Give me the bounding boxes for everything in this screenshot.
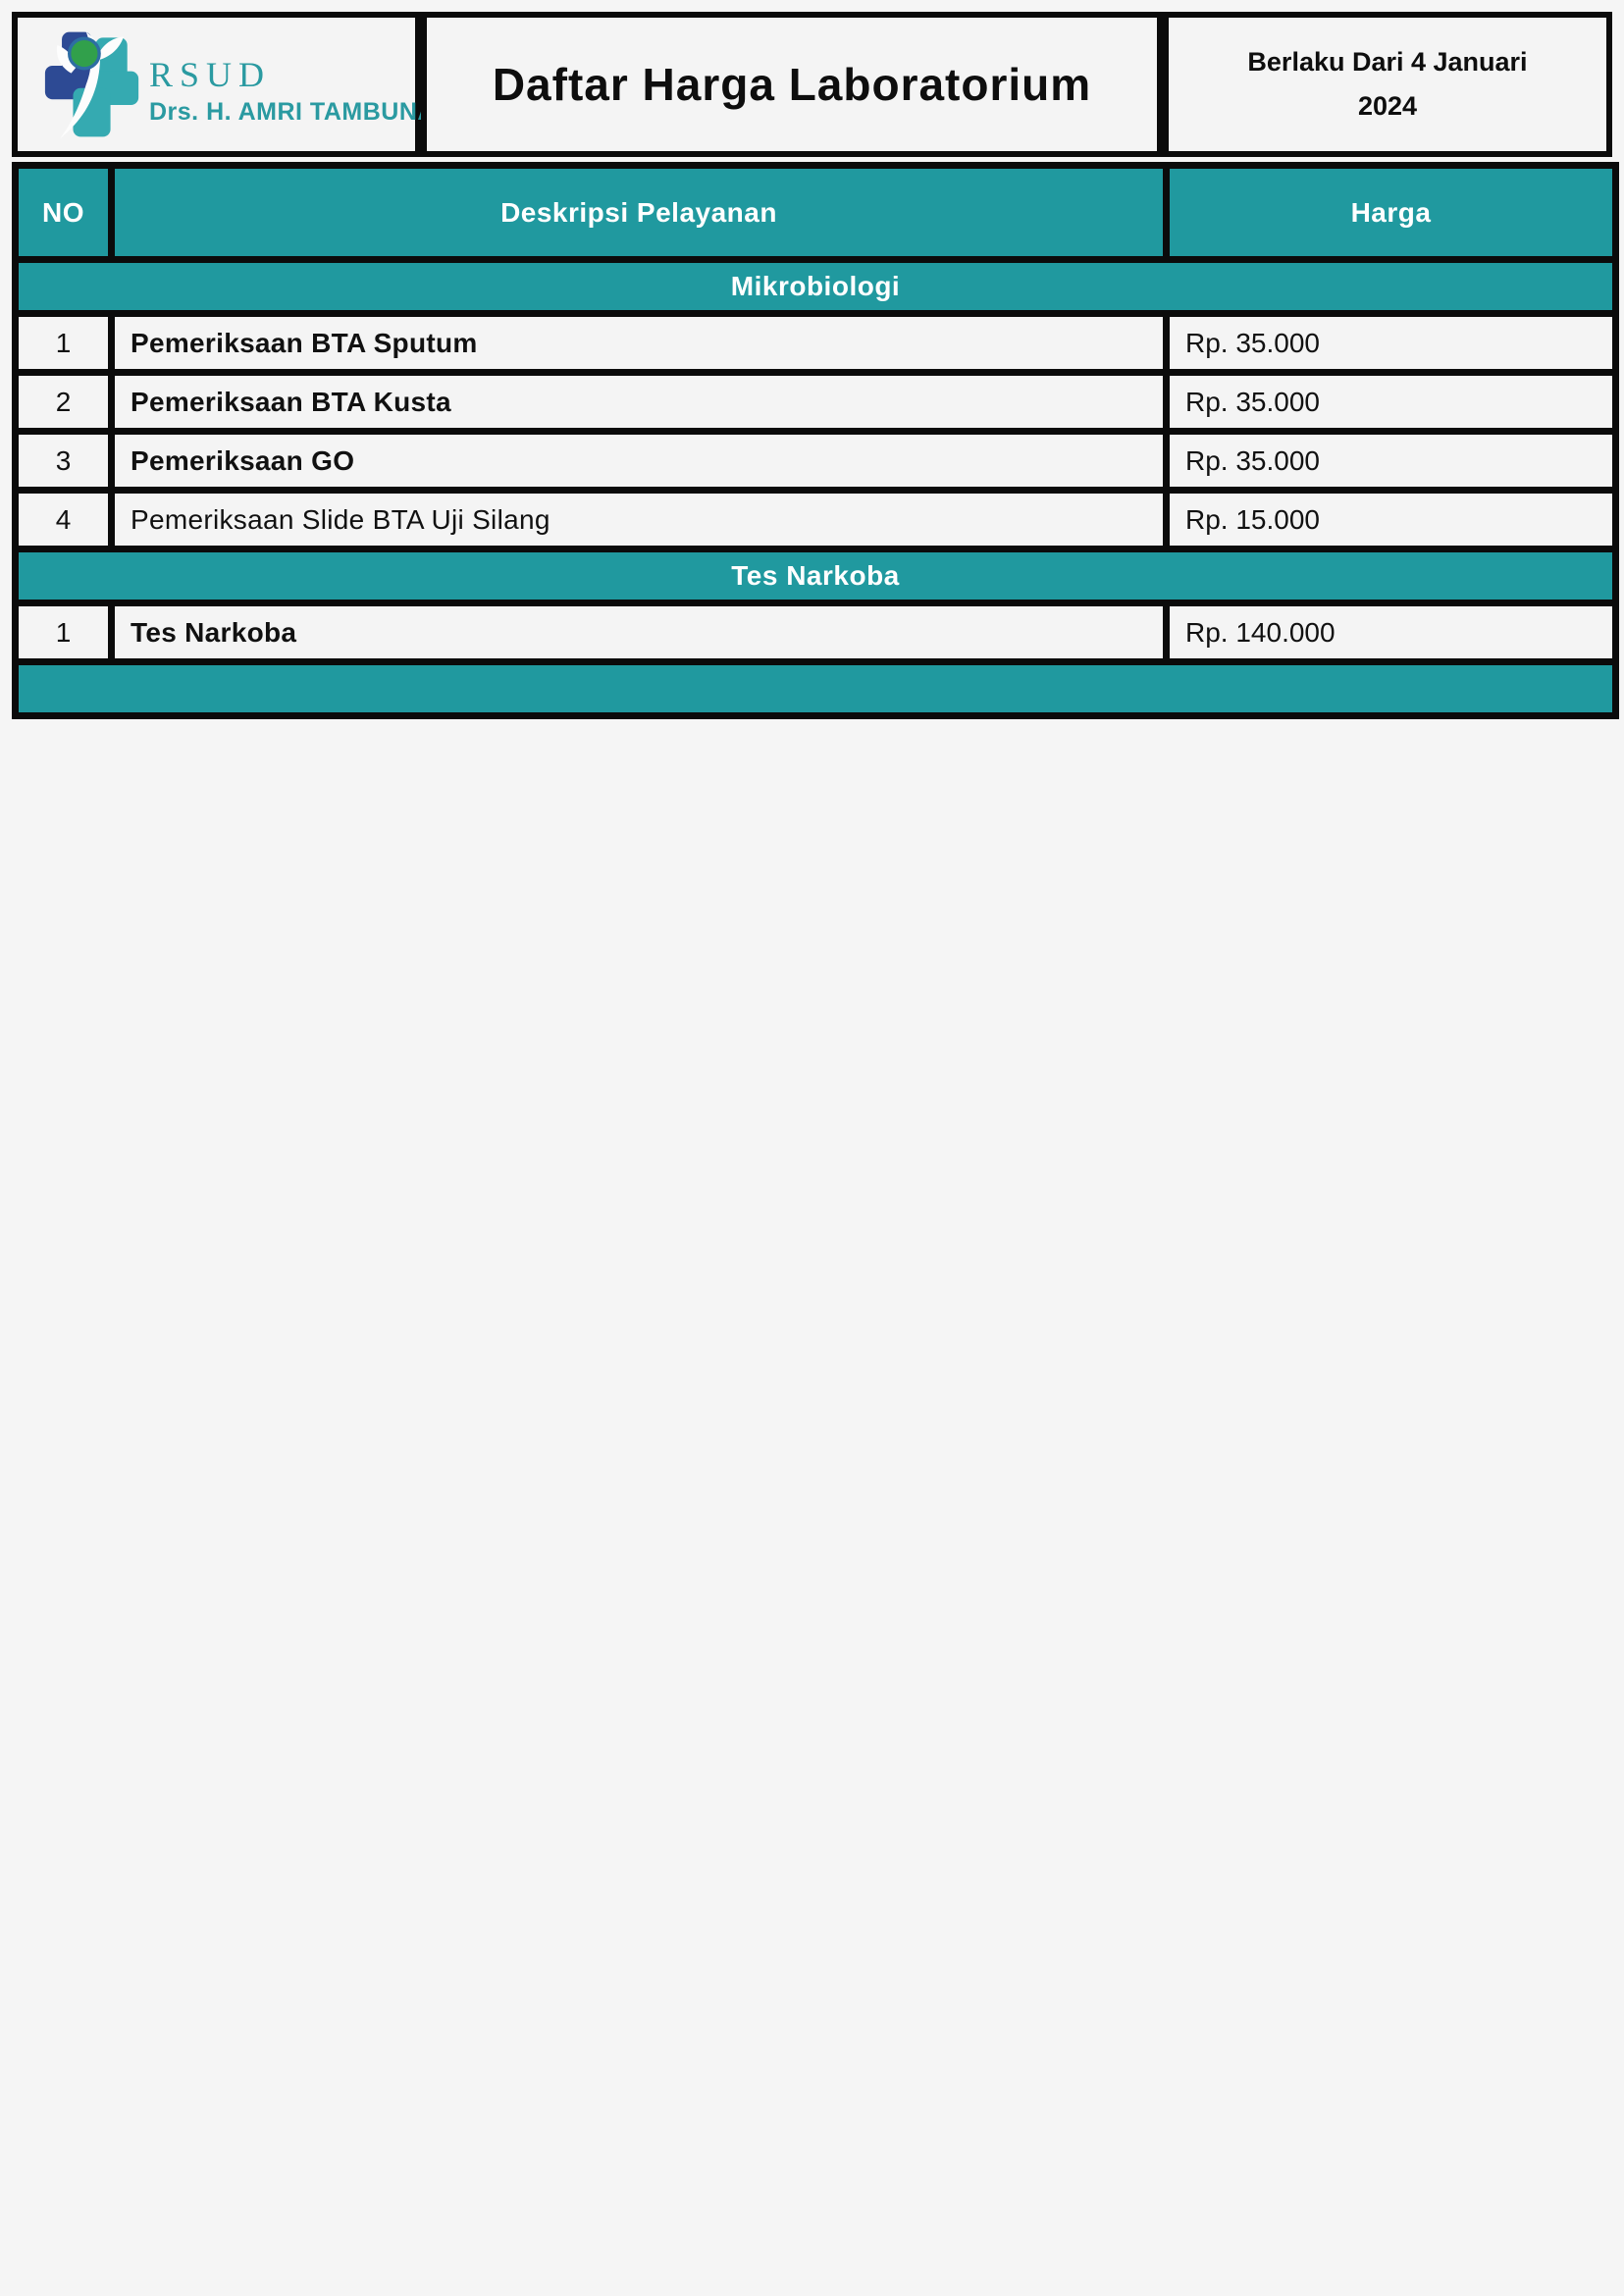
logo-figure-body xyxy=(60,31,101,139)
validity-period: Berlaku Dari 4 Januari 2024 xyxy=(1163,12,1612,157)
row-number: 3 xyxy=(12,428,115,494)
table-row: 1 Tes Narkoba Rp. 140.000 xyxy=(12,600,1619,665)
document-header: RSUD Drs. H. AMRI TAMBUNAN Daftar Harga … xyxy=(12,12,1612,157)
logo-text-block: RSUD Drs. H. AMRI TAMBUNAN xyxy=(149,57,454,127)
hospital-logo: RSUD Drs. H. AMRI TAMBUNAN xyxy=(12,12,453,157)
table-row: 3 Pemeriksaan GO Rp. 35.000 xyxy=(12,428,1619,494)
row-price: Rp. 35.000 xyxy=(1163,369,1619,435)
hospital-logo-icon xyxy=(44,31,139,139)
empty-footer-row xyxy=(12,658,1619,719)
section-header-tes-narkoba: Tes Narkoba xyxy=(12,546,1619,606)
table-row: 1 Pemeriksaan BTA Sputum Rp. 35.000 xyxy=(12,310,1619,376)
row-description: Pemeriksaan BTA Kusta xyxy=(108,369,1170,435)
section-header-label: Mikrobiologi xyxy=(12,256,1619,317)
page-title: Daftar Harga Laboratorium xyxy=(492,59,1092,110)
row-number: 1 xyxy=(12,310,115,376)
row-description: Pemeriksaan Slide BTA Uji Silang xyxy=(108,487,1170,552)
row-price: Rp. 15.000 xyxy=(1163,487,1619,552)
logo-figure-arm-left xyxy=(56,45,77,74)
logo-org-subtitle: Drs. H. AMRI TAMBUNAN xyxy=(149,97,454,126)
logo-figure-head xyxy=(68,36,101,71)
validity-line-2: 2024 xyxy=(1357,91,1418,121)
row-price: Rp. 35.000 xyxy=(1163,428,1619,494)
row-price: Rp. 140.000 xyxy=(1163,600,1619,665)
section-header-label: Tes Narkoba xyxy=(12,546,1619,606)
section-header-mikrobiologi: Mikrobiologi xyxy=(12,256,1619,317)
title-cell: Daftar Harga Laboratorium xyxy=(421,12,1163,157)
table-row: 2 Pemeriksaan BTA Kusta Rp. 35.000 xyxy=(12,369,1619,435)
row-description: Pemeriksaan BTA Sputum xyxy=(108,310,1170,376)
col-header-no: NO xyxy=(12,162,115,263)
col-header-description: Deskripsi Pelayanan xyxy=(108,162,1170,263)
row-number: 4 xyxy=(12,487,115,552)
price-table: NO Deskripsi Pelayanan Harga Mikrobiolog… xyxy=(12,162,1619,719)
logo-org-name: RSUD xyxy=(149,54,272,94)
row-price: Rp. 35.000 xyxy=(1163,310,1619,376)
row-description: Tes Narkoba xyxy=(108,600,1170,665)
validity-line-1: Berlaku Dari 4 Januari xyxy=(1247,47,1528,78)
col-header-price: Harga xyxy=(1163,162,1619,263)
table-row: 4 Pemeriksaan Slide BTA Uji Silang Rp. 1… xyxy=(12,487,1619,552)
table-header-row: NO Deskripsi Pelayanan Harga xyxy=(12,162,1619,263)
row-description: Pemeriksaan GO xyxy=(108,428,1170,494)
empty-footer-cell xyxy=(12,658,1619,719)
row-number: 1 xyxy=(12,600,115,665)
logo-figure-arm-right xyxy=(96,36,124,61)
row-number: 2 xyxy=(12,369,115,435)
